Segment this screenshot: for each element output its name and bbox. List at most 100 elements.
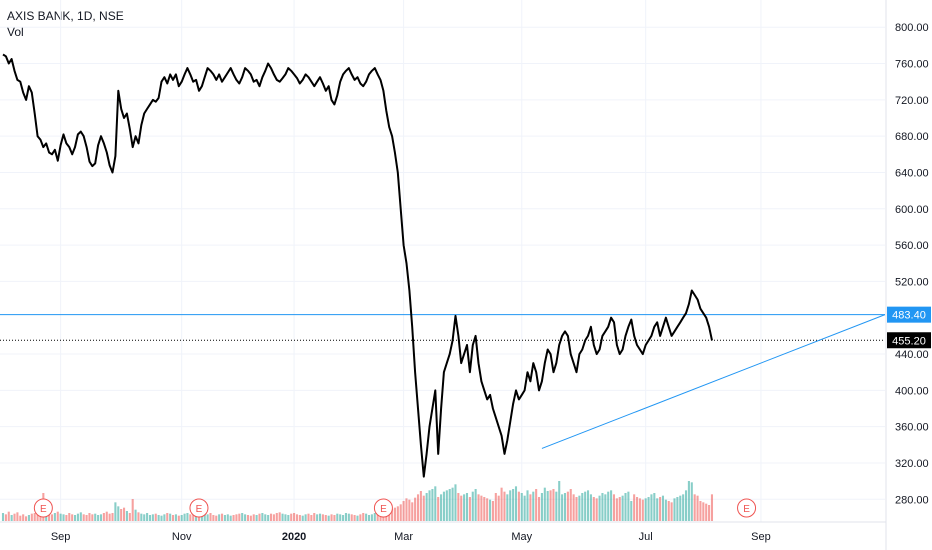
volume-bar — [503, 491, 506, 521]
volume-bar — [445, 490, 448, 521]
volume-bar — [483, 497, 486, 521]
volume-bar — [298, 515, 301, 521]
volume-bar — [454, 484, 457, 521]
volume-bar — [339, 514, 342, 521]
volume-bar — [670, 502, 673, 521]
volume-bar — [321, 514, 324, 521]
volume-bar — [411, 502, 414, 521]
volume-bar — [336, 513, 339, 521]
volume-bar — [74, 515, 77, 521]
volume-bar — [402, 501, 405, 521]
volume-bar — [635, 497, 639, 521]
volume-bar — [630, 501, 633, 521]
volume-bar — [123, 507, 126, 521]
volume-bar — [710, 494, 714, 521]
volume-bar — [702, 502, 705, 521]
volume-bar — [618, 497, 621, 521]
volume-bar — [569, 489, 572, 521]
volume-bar — [425, 493, 428, 521]
volume-bar — [506, 494, 509, 521]
volume-bar — [393, 507, 396, 521]
volume-bar — [682, 494, 685, 521]
volume-bar — [633, 494, 636, 521]
volume-bar — [546, 491, 549, 521]
volume-bar — [370, 514, 373, 521]
volume-bar — [120, 509, 123, 521]
volume-bar — [350, 514, 353, 521]
volume-bar — [419, 491, 422, 521]
volume-bar — [653, 493, 656, 521]
volume-bar — [342, 515, 345, 521]
volume-bar — [287, 515, 290, 521]
volume-bar — [563, 493, 567, 521]
volume-bar — [186, 513, 189, 521]
last-price-badge-bg — [887, 332, 931, 349]
volume-bar — [333, 515, 336, 521]
volume-bar — [705, 503, 708, 521]
price-tick-label: 440.00 — [895, 349, 929, 361]
volume-bar — [601, 493, 604, 521]
volume-indicator-label[interactable]: Vol — [7, 25, 24, 39]
volume-bar — [108, 513, 111, 521]
volume-bar — [595, 498, 598, 521]
volume-bar — [627, 491, 630, 521]
resistance-price-badge-text: 483.40 — [892, 310, 926, 322]
volume-bar — [529, 494, 532, 521]
volume-bar — [656, 498, 659, 521]
price-tick-label: 560.00 — [895, 240, 929, 252]
symbol-title[interactable]: AXIS BANK, 1D, NSE — [7, 9, 124, 23]
volume-bar — [330, 514, 333, 521]
earnings-marker-label: E — [196, 504, 203, 515]
volume-bar — [552, 489, 555, 521]
volume-bar — [53, 513, 56, 521]
price-tick-label: 680.00 — [895, 131, 929, 143]
volume-bar — [284, 514, 287, 521]
volume-bar — [684, 490, 688, 521]
volume-bar — [592, 497, 595, 521]
volume-bar — [324, 515, 327, 521]
volume-bar — [261, 513, 264, 521]
volume-bar — [220, 513, 224, 521]
volume-bar — [586, 490, 590, 521]
volume-bar — [647, 497, 650, 521]
volume-bar — [209, 513, 212, 521]
volume-bar — [45, 513, 48, 521]
price-line — [2, 53, 713, 478]
volume-bar — [405, 498, 408, 521]
volume-bar — [679, 495, 682, 521]
trend-line — [541, 314, 886, 449]
volume-bar — [365, 513, 368, 521]
volume-bar — [422, 495, 425, 521]
volume-bar — [76, 513, 79, 521]
volume-bar — [673, 498, 676, 521]
volume-bar — [134, 509, 137, 521]
volume-bar — [25, 516, 28, 521]
volume-bar — [367, 515, 371, 521]
volume-bar — [71, 514, 74, 521]
volume-bar — [313, 513, 316, 521]
volume-bar — [526, 490, 529, 521]
volume-bar — [696, 495, 699, 521]
volume-bar — [344, 513, 347, 521]
price-tick-label: 720.00 — [895, 95, 929, 107]
volume-bar — [267, 515, 270, 521]
volume-bar — [232, 515, 235, 521]
last-price-badge: 455.20 — [887, 332, 931, 349]
volume-bar — [22, 514, 25, 521]
volume-bar — [535, 489, 538, 521]
volume-bar — [581, 493, 584, 521]
volume-bar — [65, 515, 68, 521]
volume-bar — [612, 494, 616, 521]
resistance-price-badge: 483.40 — [887, 306, 931, 323]
volume-bar — [1, 513, 5, 521]
volume-bar — [79, 512, 82, 521]
volume-bar — [327, 515, 330, 521]
volume-bar — [388, 510, 391, 521]
time-tick-label: 2020 — [282, 531, 306, 543]
volume-bar — [235, 514, 238, 521]
volume-bar — [212, 515, 215, 521]
volume-bar — [48, 515, 51, 521]
